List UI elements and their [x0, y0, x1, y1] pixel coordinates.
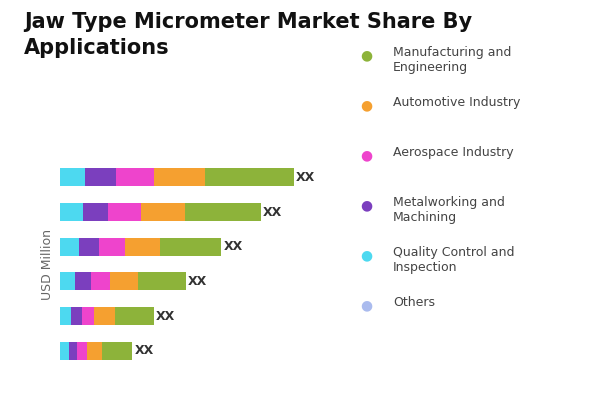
Text: ●: ● — [360, 248, 372, 262]
Text: ●: ● — [360, 198, 372, 212]
Text: XX: XX — [296, 171, 315, 184]
Bar — [137, 272, 186, 290]
Text: Quality Control and
Inspection: Quality Control and Inspection — [393, 246, 515, 274]
Text: ●: ● — [360, 298, 372, 312]
Y-axis label: USD Million: USD Million — [41, 228, 55, 300]
Bar — [115, 307, 154, 325]
Bar — [83, 203, 109, 221]
Text: XX: XX — [156, 310, 175, 322]
Bar — [85, 168, 116, 186]
Bar — [60, 342, 69, 360]
Bar — [79, 238, 100, 256]
Bar — [205, 168, 294, 186]
Bar — [82, 307, 94, 325]
Bar — [100, 238, 125, 256]
Bar — [60, 203, 83, 221]
Bar — [60, 238, 79, 256]
Text: XX: XX — [188, 275, 207, 288]
Text: Metalworking and
Machining: Metalworking and Machining — [393, 196, 505, 224]
Text: ●: ● — [360, 98, 372, 112]
Bar — [160, 238, 221, 256]
Bar — [60, 272, 75, 290]
Bar — [69, 342, 77, 360]
Bar — [110, 272, 137, 290]
Text: Manufacturing and
Engineering: Manufacturing and Engineering — [393, 46, 511, 74]
Text: XX: XX — [263, 206, 282, 218]
Bar — [86, 342, 102, 360]
Text: ●: ● — [360, 148, 372, 162]
Bar — [71, 307, 82, 325]
Bar — [94, 307, 115, 325]
Text: Jaw Type Micrometer Market Share By
Applications: Jaw Type Micrometer Market Share By Appl… — [24, 12, 472, 58]
Text: Aerospace Industry: Aerospace Industry — [393, 146, 514, 159]
Bar — [102, 342, 133, 360]
Bar — [116, 168, 154, 186]
Bar — [142, 203, 185, 221]
Bar — [91, 272, 110, 290]
Bar — [77, 342, 86, 360]
Bar — [109, 203, 142, 221]
Text: Automotive Industry: Automotive Industry — [393, 96, 520, 109]
Bar — [125, 238, 160, 256]
Bar — [154, 168, 205, 186]
Text: Others: Others — [393, 296, 435, 309]
Bar — [60, 307, 71, 325]
Bar — [60, 168, 85, 186]
Bar — [75, 272, 91, 290]
Bar — [185, 203, 261, 221]
Text: XX: XX — [223, 240, 243, 253]
Text: XX: XX — [134, 344, 154, 357]
Text: ●: ● — [360, 48, 372, 62]
